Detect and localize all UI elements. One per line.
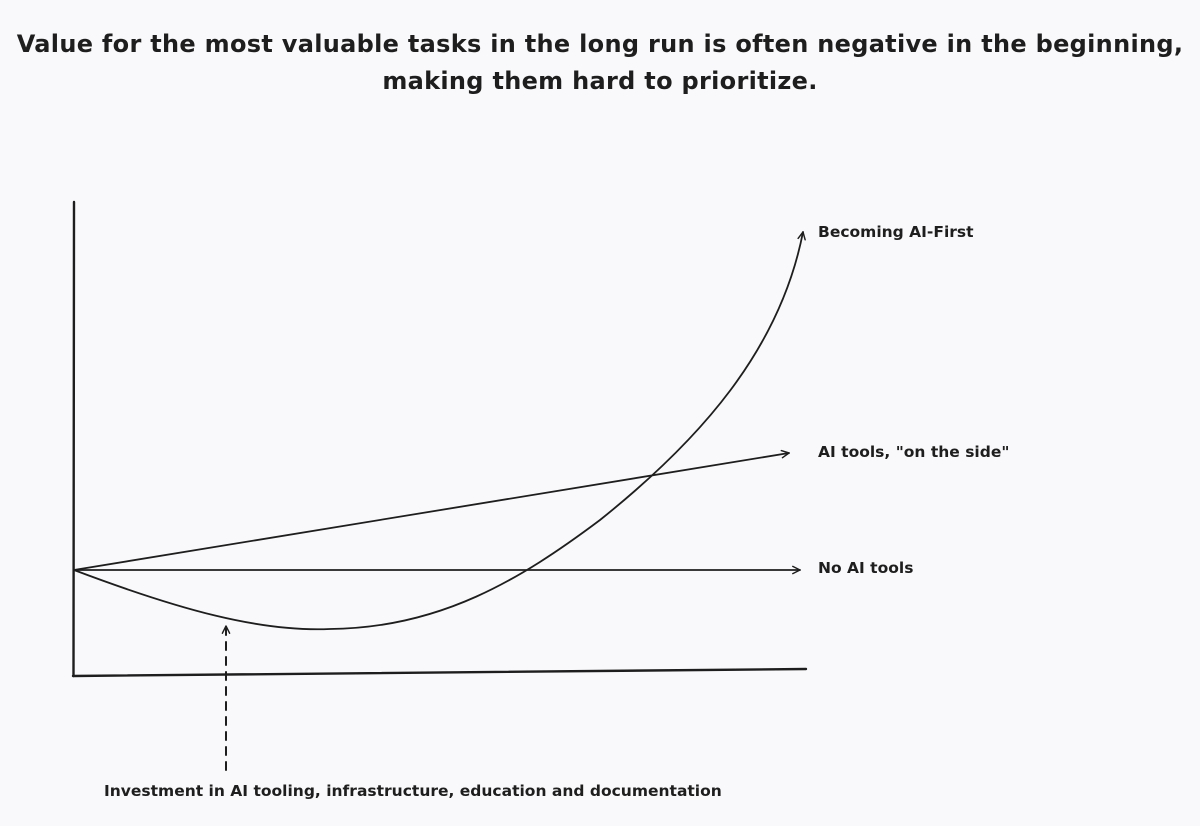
label-investment: Investment in AI tooling, infrastructure… bbox=[104, 782, 722, 800]
ai-tools-on-the-side-line bbox=[73, 449, 790, 571]
diagram-title: Value for the most valuable tasks in the… bbox=[0, 26, 1200, 100]
becoming-ai-first-curve bbox=[73, 231, 806, 631]
label-becoming-ai-first: Becoming AI-First bbox=[818, 223, 974, 241]
x-axis bbox=[71, 667, 808, 678]
y-axis bbox=[72, 200, 76, 678]
label-no-ai-tools: No AI tools bbox=[818, 559, 913, 577]
title-line-2: making them hard to prioritize. bbox=[382, 67, 818, 95]
title-line-1: Value for the most valuable tasks in the… bbox=[16, 30, 1184, 58]
label-ai-tools-on-the-side: AI tools, "on the side" bbox=[818, 443, 1009, 461]
